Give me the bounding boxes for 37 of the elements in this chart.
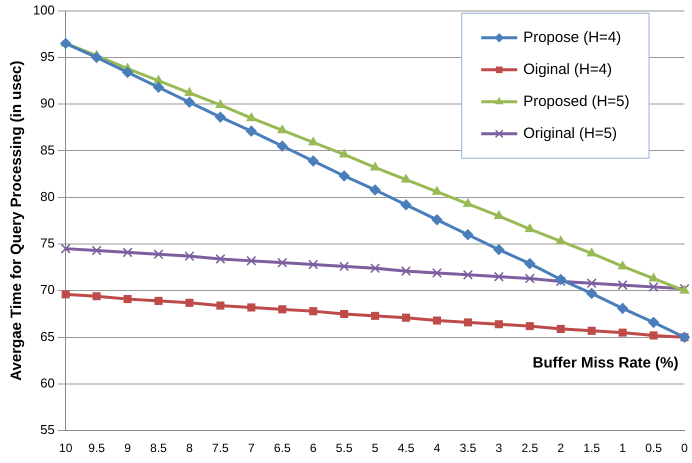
x-tick-label: 1.5 — [583, 441, 600, 456]
legend-label: Proposed (H=5) — [523, 92, 630, 110]
y-tick-label: 85 — [40, 142, 55, 158]
legend-label: Original (H=5) — [523, 124, 617, 142]
x-tick-label: 5 — [372, 441, 379, 456]
x-tick-label: 8 — [186, 441, 194, 456]
x-tick-label: 0.5 — [645, 441, 662, 456]
x-tick-label: 9 — [124, 441, 132, 456]
legend-label: Oiginal (H=4) — [523, 60, 612, 78]
x-tick-label: 9.5 — [88, 441, 106, 456]
legend-label: Propose (H=4) — [523, 28, 622, 46]
y-axis-title: Avergae Time for Query Processing (in usec) — [8, 60, 26, 381]
x-tick-label: 8.5 — [150, 441, 168, 456]
y-tick-label: 95 — [40, 49, 55, 64]
x-tick-label: 3 — [496, 441, 503, 456]
y-tick-label: 75 — [40, 236, 55, 251]
y-tick-label: 65 — [40, 328, 55, 344]
x-tick-label: 7 — [248, 441, 255, 456]
y-tick-label: 55 — [40, 422, 55, 438]
x-tick-label: 7.5 — [212, 441, 230, 456]
x-tick-label: 10 — [59, 441, 73, 456]
y-tick-label: 100 — [32, 2, 55, 18]
y-tick-label: 60 — [40, 376, 55, 391]
x-tick-label: 2.5 — [521, 441, 538, 456]
x-tick-label: 2 — [557, 441, 564, 456]
y-tick-label: 90 — [40, 96, 55, 111]
y-tick-label: 70 — [40, 282, 55, 298]
x-tick-label: 3.5 — [460, 441, 477, 456]
x-tick-label: 6.5 — [274, 441, 291, 456]
x-tick-label: 1 — [619, 441, 626, 456]
x-axis-title: Buffer Miss Rate (%) — [532, 354, 678, 372]
x-tick-label: 4 — [434, 441, 441, 456]
x-tick-label: 4.5 — [398, 441, 415, 456]
x-tick-label: 0 — [681, 441, 688, 456]
x-tick-label: 6 — [310, 441, 317, 456]
x-tick-label: 5.5 — [336, 441, 353, 456]
y-tick-label: 80 — [40, 188, 55, 204]
